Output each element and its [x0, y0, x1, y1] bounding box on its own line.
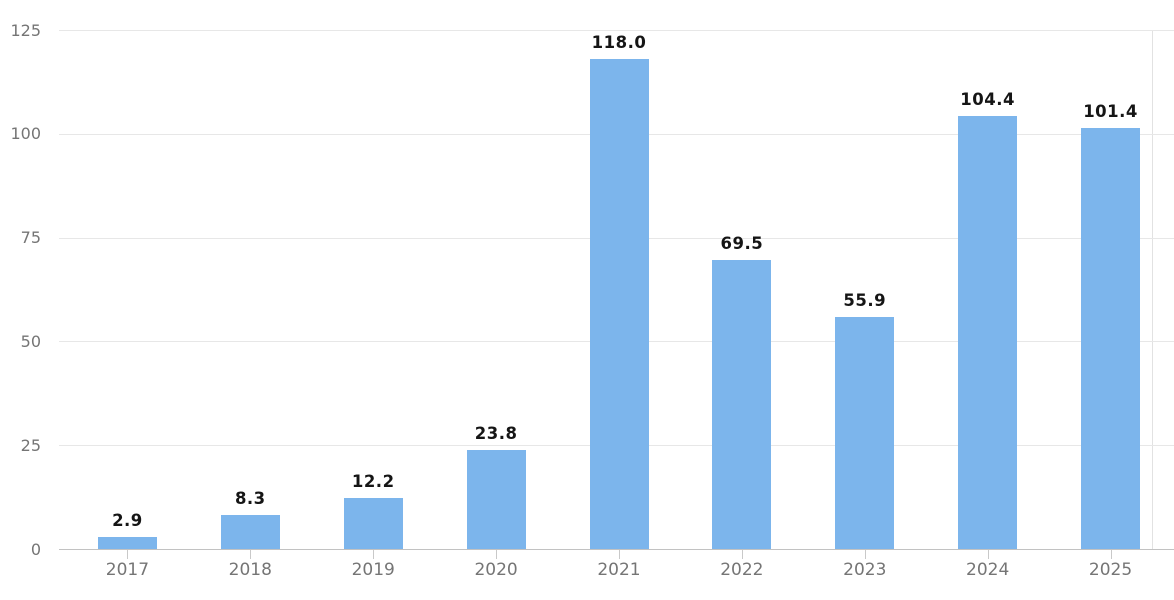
bar-value-label: 101.4 [1083, 102, 1138, 121]
bar-2017[interactable] [97, 536, 157, 549]
x-axis-tick-label: 2019 [351, 560, 395, 580]
bar-value-label: 118.0 [591, 33, 647, 53]
bar-2024[interactable] [958, 115, 1018, 549]
x-axis-tick-label: 2020 [474, 560, 518, 580]
bar-2023[interactable] [835, 316, 895, 549]
x-axis-tick [1110, 550, 1112, 559]
y-axis-tick-label: 0 [30, 539, 41, 559]
bar-2018[interactable] [220, 514, 280, 549]
x-axis-tick-label: 2025 [1088, 560, 1133, 580]
bar-value-label: 12.2 [351, 472, 395, 492]
y-gridline [59, 30, 1174, 31]
x-axis-tick [373, 550, 375, 559]
bar-value-label: 104.4 [960, 89, 1015, 109]
bar-2025[interactable] [1081, 128, 1141, 549]
y-axis-tick-label: 75 [20, 228, 41, 248]
bar-value-label: 55.9 [843, 290, 887, 310]
y-axis-tick-label: 50 [20, 331, 41, 351]
bar-2020[interactable] [466, 450, 526, 549]
bar-value-label: 8.3 [234, 488, 266, 508]
x-axis-tick-label: 2023 [843, 560, 887, 580]
y-axis-tick-label: 100 [10, 124, 41, 144]
bar-2021[interactable] [589, 59, 649, 549]
x-axis-tick [496, 550, 498, 559]
x-axis-tick-label: 2022 [720, 560, 764, 580]
bar-value-label: 2.9 [112, 510, 143, 530]
x-axis-tick [741, 550, 743, 559]
x-axis-tick-label: 2017 [105, 560, 150, 580]
x-axis-tick [250, 550, 252, 559]
x-axis-tick-label: 2024 [966, 560, 1010, 580]
bar-2022[interactable] [712, 260, 772, 549]
plot-area: 2.9 8.3 12.2 23.8 118.0 69.5 55.9 104.4 101.4 [66, 30, 1172, 549]
x-axis-line [59, 549, 1174, 550]
x-axis-tick [864, 550, 866, 559]
x-axis-tick [619, 550, 620, 559]
bar-2019[interactable] [343, 498, 403, 549]
y-axis-tick-label: 125 [10, 20, 41, 40]
y-axis-tick-label: 25 [20, 435, 41, 455]
bar-value-label: 23.8 [474, 424, 518, 444]
x-axis-tick [987, 550, 989, 559]
x-axis-tick-label: 2018 [228, 560, 272, 580]
x-axis-tick-label: 2021 [597, 560, 641, 580]
bar-value-label: 69.5 [720, 234, 764, 254]
plot-right-border [1152, 30, 1153, 550]
x-axis-tick [127, 550, 129, 559]
